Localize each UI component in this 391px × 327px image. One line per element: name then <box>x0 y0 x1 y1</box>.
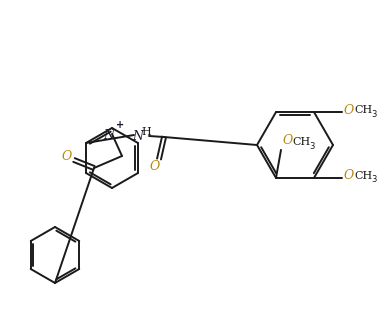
Text: CH: CH <box>354 105 372 115</box>
Text: O: O <box>150 161 160 174</box>
Text: O: O <box>344 169 354 182</box>
Text: CH: CH <box>354 171 372 181</box>
Text: N: N <box>103 129 114 142</box>
Text: O: O <box>283 134 293 147</box>
Text: 3: 3 <box>371 110 377 119</box>
Text: 3: 3 <box>371 175 377 184</box>
Text: O: O <box>62 150 72 164</box>
Text: O: O <box>344 104 354 117</box>
Text: +: + <box>116 120 124 130</box>
Text: N: N <box>133 129 143 143</box>
Text: CH: CH <box>292 137 310 147</box>
Text: H: H <box>141 127 151 137</box>
Text: 3: 3 <box>309 142 314 151</box>
